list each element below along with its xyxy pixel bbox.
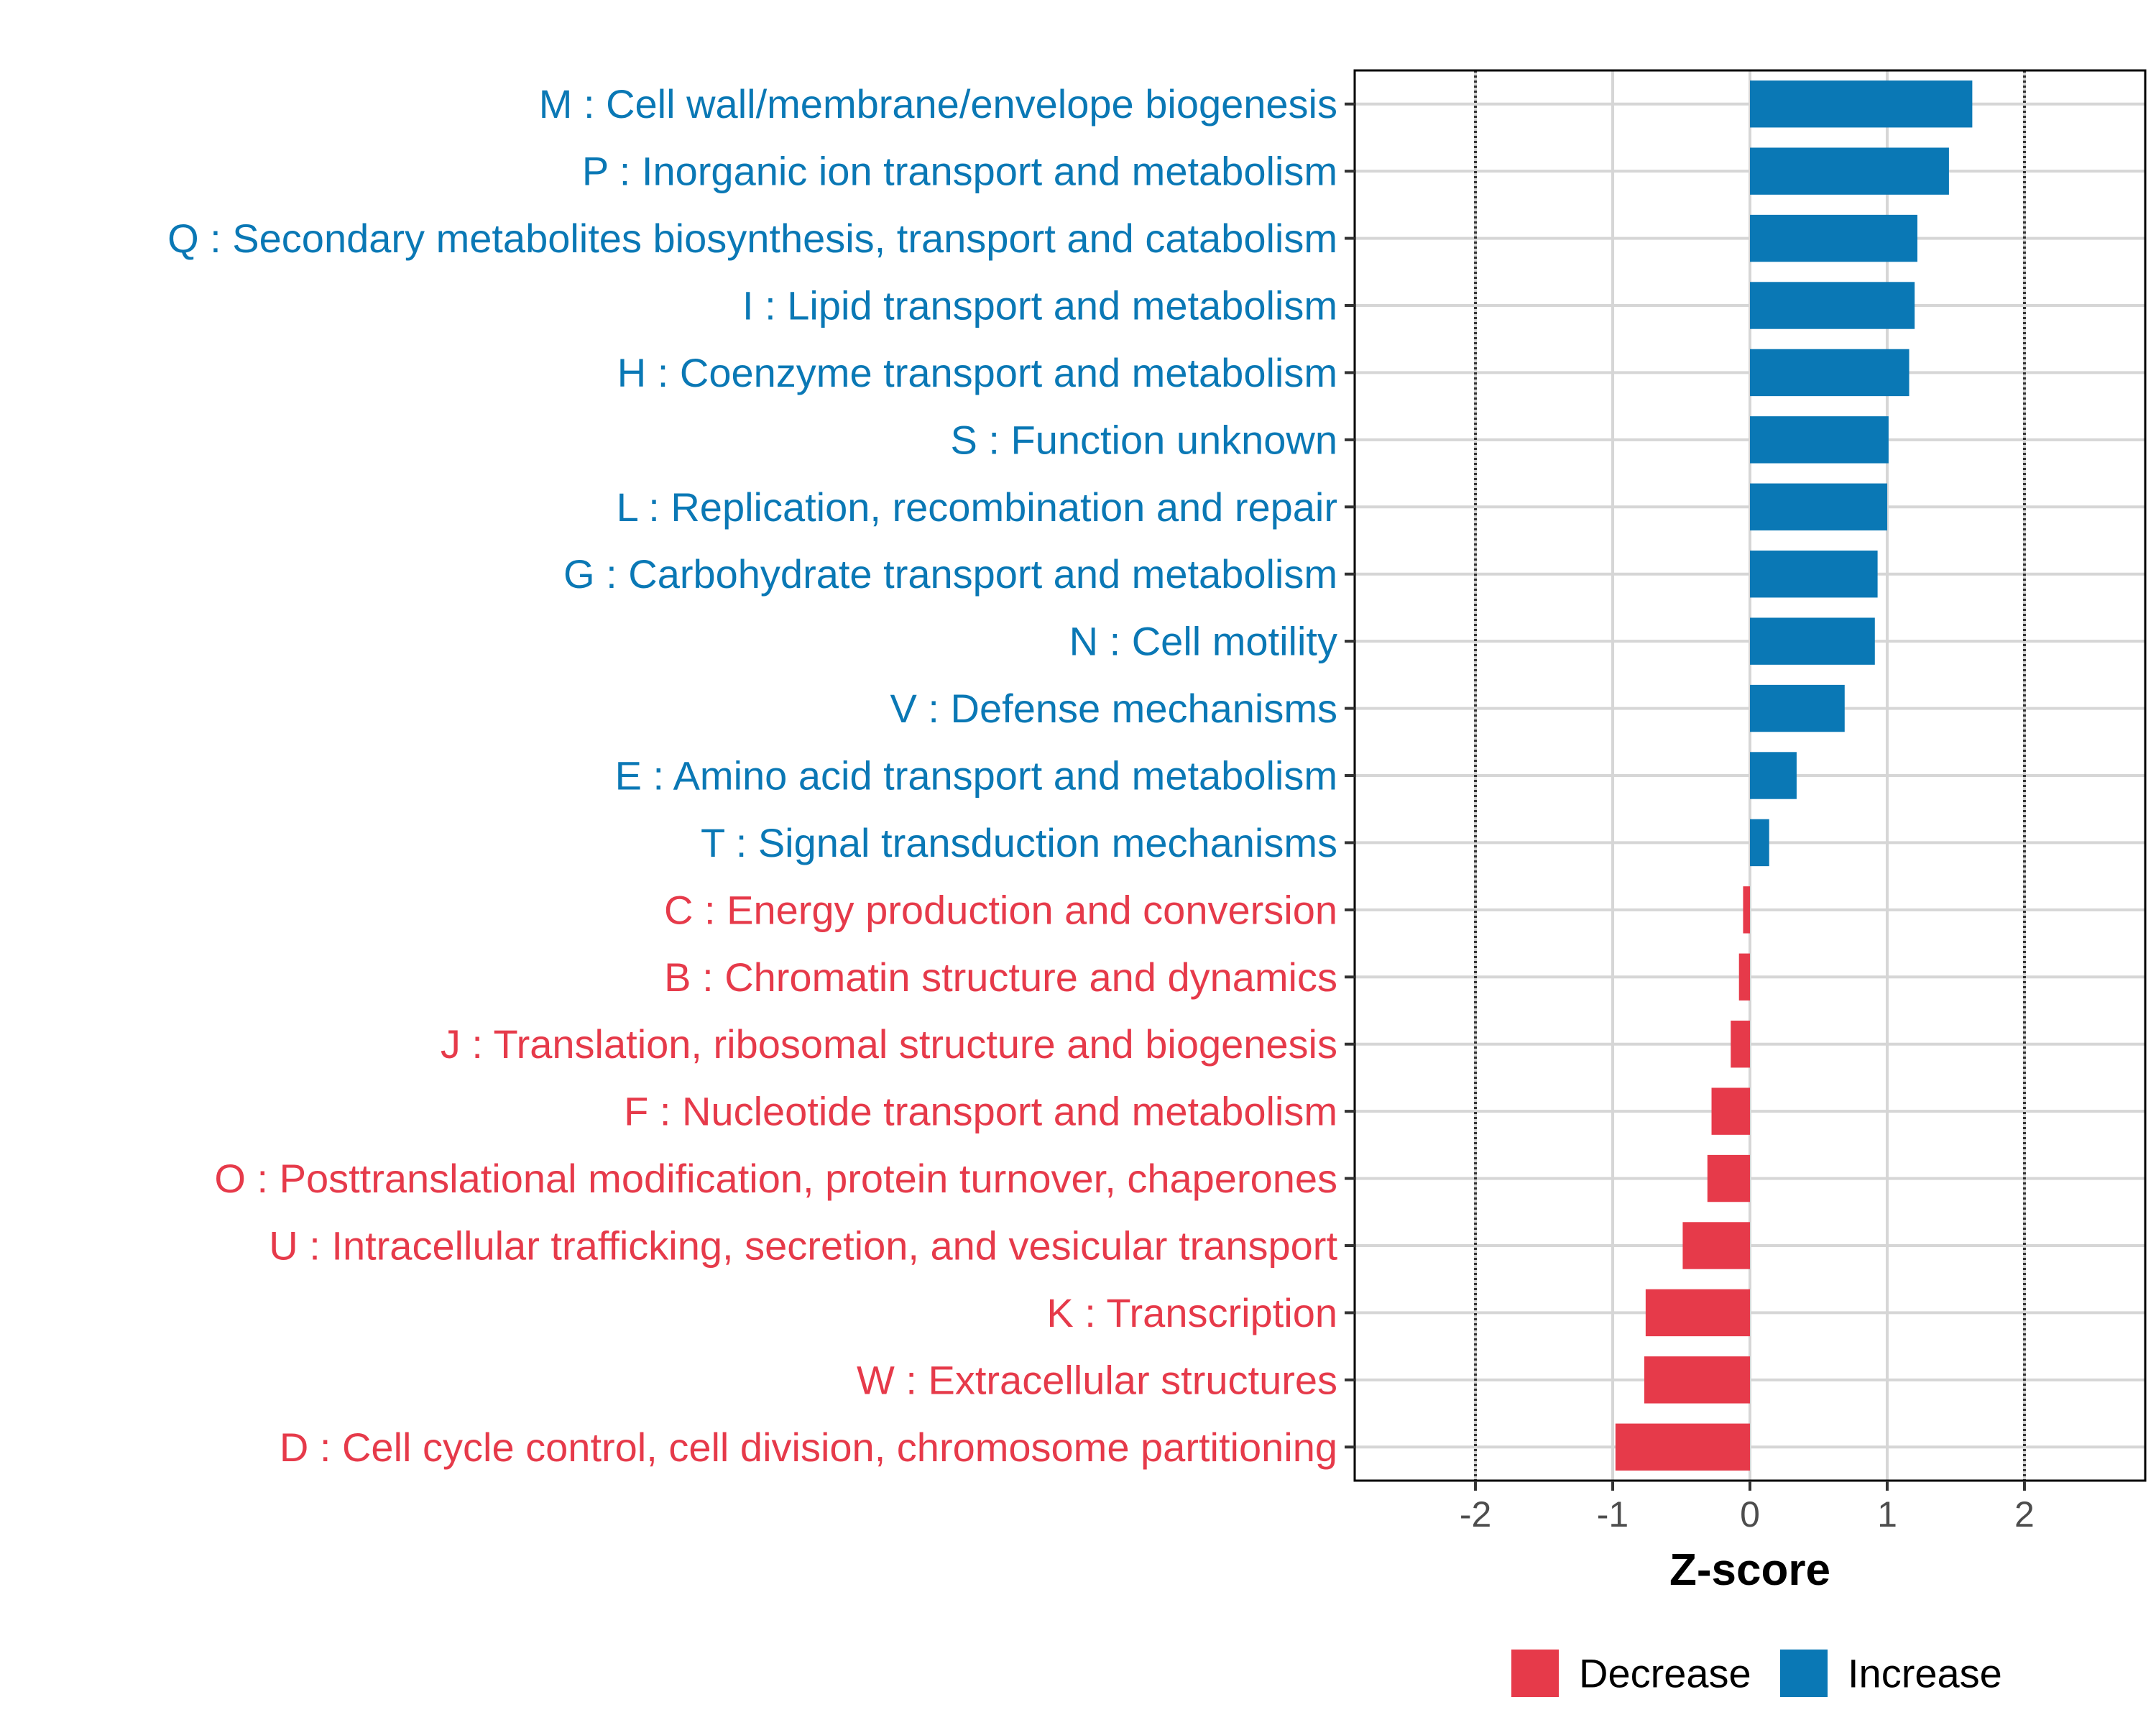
x-axis-title: Z-score: [1669, 1545, 1830, 1595]
x-tick-label: 0: [1740, 1494, 1760, 1535]
x-tick-label: 1: [1877, 1494, 1897, 1535]
category-label: N : Cell motility: [1069, 619, 1337, 664]
legend-swatch-decrease: [1511, 1650, 1559, 1697]
bar-increase: [1750, 752, 1797, 799]
category-label: E : Amino acid transport and metabolism: [615, 753, 1337, 799]
bar-decrease: [1707, 1154, 1750, 1202]
category-label: O : Posttranslational modification, prot…: [214, 1156, 1337, 1201]
bar-increase: [1750, 282, 1915, 329]
legend-label-decrease: Decrease: [1579, 1651, 1751, 1696]
bar-increase: [1750, 416, 1889, 464]
category-label: L : Replication, recombination and repai…: [617, 484, 1337, 530]
bar-layer: [1615, 80, 1973, 1471]
bar-decrease: [1738, 953, 1750, 1000]
bar-decrease: [1711, 1087, 1750, 1135]
category-label: F : Nucleotide transport and metabolism: [624, 1089, 1337, 1134]
category-label: B : Chromatin structure and dynamics: [664, 954, 1337, 1000]
category-label: C : Energy production and conversion: [664, 887, 1337, 932]
legend: Decrease Increase: [1511, 1650, 2002, 1697]
x-tick-label: -2: [1460, 1494, 1491, 1535]
bar-decrease: [1645, 1289, 1750, 1337]
x-tick-label: 2: [2014, 1494, 2035, 1535]
category-label: W : Extracellular structures: [857, 1357, 1337, 1402]
category-label: G : Carbohydrate transport and metabolis…: [563, 551, 1337, 597]
bar-increase: [1750, 80, 1973, 128]
bar-increase: [1750, 617, 1875, 665]
category-label: T : Signal transduction mechanisms: [701, 820, 1337, 865]
category-label: U : Intracellular trafficking, secretion…: [269, 1223, 1337, 1269]
bar-increase: [1750, 684, 1845, 732]
bar-decrease: [1615, 1423, 1750, 1471]
bar-increase: [1750, 551, 1878, 598]
bar-decrease: [1743, 886, 1750, 934]
bar-increase: [1750, 147, 1949, 195]
category-label: K : Transcription: [1046, 1290, 1337, 1335]
category-label: H : Coenzyme transport and metabolism: [617, 350, 1337, 395]
bar-increase: [1750, 819, 1769, 867]
bar-decrease: [1731, 1021, 1750, 1068]
category-label: Q : Secondary metabolites biosynthesis, …: [167, 216, 1337, 261]
bar-increase: [1750, 483, 1887, 530]
category-label: M : Cell wall/membrane/envelope biogenes…: [539, 81, 1337, 126]
category-label: S : Function unknown: [950, 417, 1337, 462]
bar-decrease: [1682, 1222, 1750, 1269]
category-label: D : Cell cycle control, cell division, c…: [280, 1425, 1337, 1470]
bar-decrease: [1644, 1356, 1750, 1404]
category-label: J : Translation, ribosomal structure and…: [441, 1021, 1337, 1067]
bar-increase: [1750, 214, 1917, 262]
category-label: I : Lipid transport and metabolism: [742, 283, 1337, 328]
legend-swatch-increase: [1780, 1650, 1828, 1697]
category-label-layer: M : Cell wall/membrane/envelope biogenes…: [167, 81, 1355, 1470]
category-label: P : Inorganic ion transport and metaboli…: [582, 149, 1337, 194]
bar-increase: [1750, 349, 1909, 397]
category-label: V : Defense mechanisms: [890, 686, 1337, 731]
legend-label-increase: Increase: [1848, 1651, 2002, 1696]
x-tick-label: -1: [1597, 1494, 1628, 1535]
x-axis: -2 -1 0 1 2: [1460, 1481, 2035, 1535]
